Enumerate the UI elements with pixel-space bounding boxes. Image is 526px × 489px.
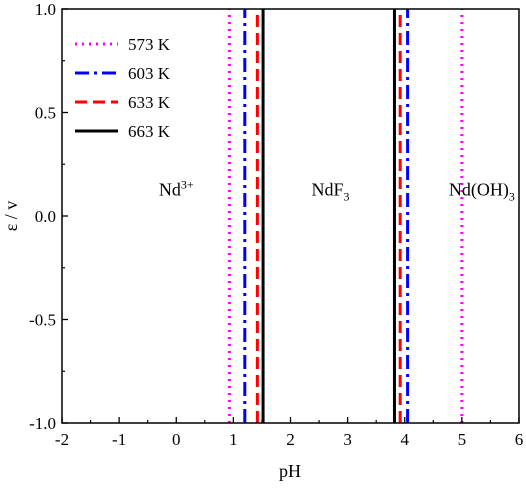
y-tick-label: -0.5 (29, 311, 56, 330)
x-tick-label: 6 (515, 430, 524, 449)
region-label-nd3: Nd3+ (159, 177, 194, 199)
y-tick-label: -1.0 (29, 414, 56, 433)
y-axis-title: ε / v (1, 201, 21, 232)
y-tick-label: 1.0 (35, 0, 56, 19)
region-labels: Nd3+ NdF3 Nd(OH)3 (159, 177, 515, 203)
legend-label-633-k: 633 K (128, 93, 171, 112)
y-tick-label: 0.0 (35, 207, 56, 226)
x-tick-label: 4 (401, 430, 410, 449)
region-label-ndf3: NdF3 (311, 179, 349, 203)
region-label-nd-oh-3: Nd(OH)3 (449, 179, 515, 203)
x-tick-label: 2 (286, 430, 295, 449)
series-layer (227, 9, 464, 423)
x-axis-title: pH (279, 461, 301, 481)
x-tick-label: -2 (55, 430, 69, 449)
x-tick-label: 0 (172, 430, 181, 449)
axis-ticks (61, 8, 520, 424)
legend-label-573-k: 573 K (128, 35, 171, 54)
x-tick-label: 1 (229, 430, 238, 449)
axis-tick-labels: -2 -1 0 1 2 3 4 5 6 -1.0 -0.5 0.0 0.5 1.0 (29, 0, 523, 449)
x-tick-label: 3 (343, 430, 352, 449)
y-tick-label: 0.5 (35, 104, 56, 123)
legend-label-663-k: 663 K (128, 122, 171, 141)
legend-label-603-k: 603 K (128, 64, 171, 83)
legend: 573 K 603 K 633 K 663 K (75, 35, 171, 141)
x-tick-label: 5 (458, 430, 467, 449)
x-tick-label: -1 (112, 430, 126, 449)
